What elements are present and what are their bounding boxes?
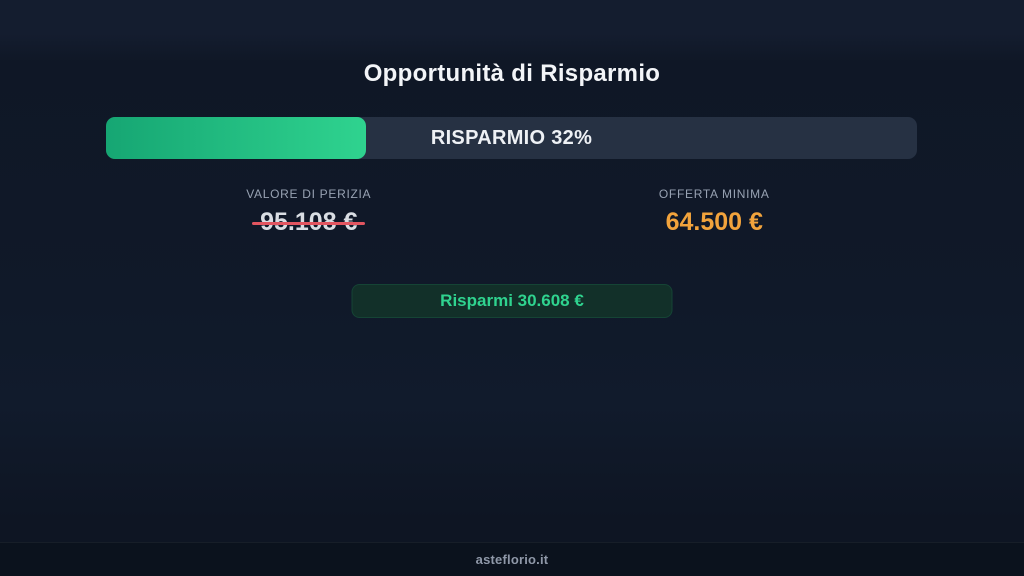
savings-badge-text: Risparmi 30.608 € — [440, 291, 584, 310]
appraisal-value-block: VALORE DI PERIZIA 95.108 € — [106, 187, 512, 237]
section-title: Opportunità di Risparmio — [363, 60, 661, 87]
progress-fill — [106, 117, 366, 159]
minimum-offer-block: OFFERTA MINIMA 64.500 € — [512, 187, 918, 237]
minimum-offer-label: OFFERTA MINIMA — [658, 187, 770, 201]
appraisal-amount-struck: 95.108 € — [252, 208, 366, 237]
strikethrough-line — [252, 221, 366, 225]
footer: asteflorio.it — [0, 542, 1024, 576]
savings-badge: Risparmi 30.608 € — [351, 284, 673, 318]
appraisal-label: VALORE DI PERIZIA — [246, 187, 372, 201]
progress-label: RISPARMIO 32% — [430, 126, 593, 149]
savings-progress-bar: RISPARMIO 32% — [106, 117, 917, 159]
minimum-offer-amount: 64.500 € — [665, 208, 763, 236]
appraisal-amount: 95.108 € — [106, 208, 512, 237]
values-row: VALORE DI PERIZIA 95.108 € OFFERTA MINIM… — [106, 187, 917, 237]
footer-site-label: asteflorio.it — [475, 552, 549, 567]
